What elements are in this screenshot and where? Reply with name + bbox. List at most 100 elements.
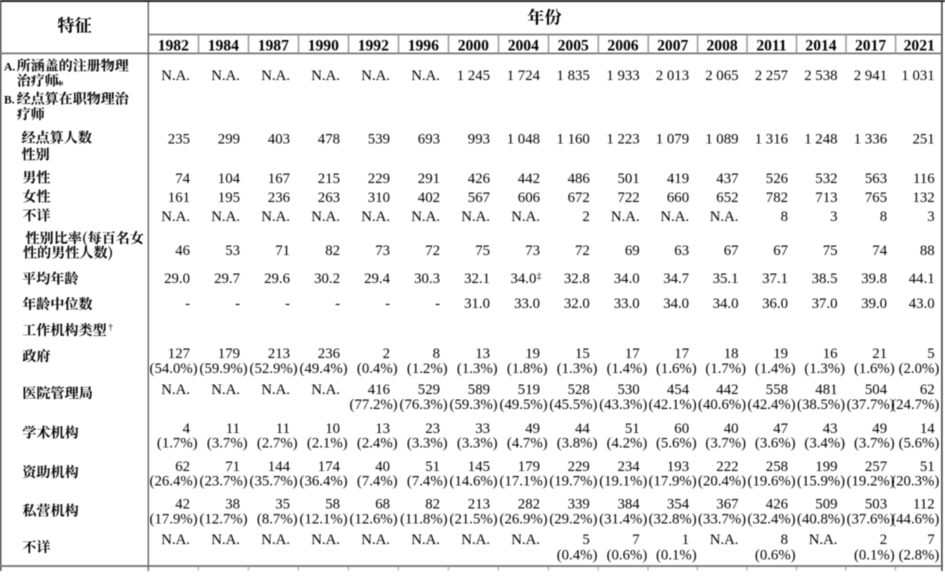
svg-text:1 031: 1 031 (901, 68, 934, 84)
svg-text:58: 58 (325, 497, 340, 513)
svg-text:8: 8 (880, 209, 887, 225)
svg-text:29.7: 29.7 (214, 271, 240, 287)
svg-text:167: 167 (268, 171, 290, 187)
svg-text:53: 53 (225, 243, 240, 259)
svg-text:1 724: 1 724 (507, 68, 541, 84)
svg-text:145: 145 (468, 459, 490, 475)
svg-text:539: 539 (368, 131, 390, 147)
svg-text:39.0: 39.0 (861, 296, 887, 312)
svg-text:558: 558 (766, 382, 788, 398)
svg-text:144: 144 (268, 459, 291, 475)
svg-text:82: 82 (325, 243, 340, 259)
svg-text:‡: ‡ (537, 272, 542, 282)
svg-text:(1.6%): (1.6%) (854, 361, 895, 377)
svg-text:174: 174 (318, 459, 341, 475)
svg-text:(3.7%): (3.7%) (705, 436, 746, 452)
svg-text:69: 69 (625, 243, 640, 259)
svg-text:426: 426 (766, 497, 788, 513)
svg-text:(12.7%): (12.7%) (200, 512, 248, 528)
svg-text:(1.3%): (1.3%) (457, 361, 498, 377)
svg-text:10: 10 (325, 421, 340, 437)
svg-text:481: 481 (815, 382, 837, 398)
svg-text:63: 63 (674, 243, 689, 259)
svg-text:402: 402 (418, 190, 440, 206)
svg-text:33: 33 (475, 421, 490, 437)
svg-text:†: † (108, 323, 113, 333)
svg-text:1996: 1996 (408, 38, 439, 55)
svg-text:67: 67 (724, 243, 739, 259)
svg-text:(19.2%): (19.2%) (847, 474, 895, 490)
svg-text:1982: 1982 (158, 38, 189, 55)
svg-text:(77.2%): (77.2%) (350, 397, 398, 413)
svg-text:(15.9%): (15.9%) (797, 474, 845, 490)
svg-text:2000: 2000 (458, 38, 489, 55)
svg-text:3: 3 (927, 209, 934, 225)
svg-text:43.0: 43.0 (909, 296, 935, 312)
svg-text:2 065: 2 065 (705, 68, 738, 84)
svg-text:72: 72 (425, 243, 440, 259)
svg-text:222: 222 (716, 459, 738, 475)
svg-text:589: 589 (468, 382, 490, 398)
svg-text:1990: 1990 (308, 38, 339, 55)
svg-text:34.0: 34.0 (663, 296, 689, 312)
svg-text:19: 19 (525, 346, 540, 362)
svg-text:503: 503 (865, 497, 887, 513)
svg-text:33.0: 33.0 (514, 296, 540, 312)
svg-text:N.A.: N.A. (710, 532, 739, 548)
svg-text:N.A.: N.A. (311, 532, 340, 548)
svg-text:2004: 2004 (508, 38, 539, 55)
svg-text:N.A.: N.A. (311, 382, 340, 398)
svg-text:384: 384 (617, 497, 640, 513)
svg-text:72: 72 (575, 243, 590, 259)
svg-text:(17.1%): (17.1%) (500, 474, 548, 490)
svg-text:(52.9%): (52.9%) (250, 361, 298, 377)
svg-text:509: 509 (815, 497, 837, 513)
svg-text:N.A.: N.A. (311, 209, 340, 225)
svg-text:-: - (235, 296, 240, 312)
svg-text:13: 13 (375, 421, 390, 437)
svg-text:N.A.: N.A. (161, 382, 190, 398)
svg-text:(37.6%): (37.6%) (847, 512, 895, 528)
svg-text:1 316: 1 316 (755, 131, 788, 147)
svg-text:(1.2%): (1.2%) (407, 361, 448, 377)
svg-text:62: 62 (175, 459, 190, 475)
svg-text:7: 7 (632, 532, 639, 548)
svg-text:(1.4%): (1.4%) (755, 361, 796, 377)
svg-text:75: 75 (475, 243, 490, 259)
svg-text:291: 291 (418, 171, 440, 187)
svg-text:(20.3%): (20.3%) (891, 474, 939, 490)
svg-text:(17.9%): (17.9%) (150, 512, 198, 528)
svg-text:49: 49 (872, 421, 887, 437)
svg-text:(1.3%): (1.3%) (804, 361, 845, 377)
svg-text:N.A.: N.A. (361, 68, 390, 84)
svg-text:(0.4%): (0.4%) (557, 548, 598, 564)
svg-text:N.A.: N.A. (211, 209, 240, 225)
svg-text:-: - (285, 296, 290, 312)
svg-text:(19.7%): (19.7%) (549, 474, 597, 490)
svg-text:N.A.: N.A. (361, 209, 390, 225)
svg-text:N.A.: N.A. (461, 532, 490, 548)
svg-text:N.A.: N.A. (511, 209, 540, 225)
svg-text:501: 501 (617, 171, 639, 187)
svg-text:23: 23 (425, 421, 440, 437)
svg-text:29.0: 29.0 (164, 271, 190, 287)
svg-text:32.1: 32.1 (464, 271, 490, 287)
svg-text:(1.7%): (1.7%) (705, 361, 746, 377)
svg-text:(44.6%): (44.6%) (891, 512, 939, 528)
svg-text:4: 4 (183, 421, 191, 437)
svg-text:38: 38 (225, 497, 240, 513)
svg-text:235: 235 (168, 131, 190, 147)
svg-text:N.A.: N.A. (211, 532, 240, 548)
svg-text:(45.5%): (45.5%) (549, 397, 597, 413)
svg-text:B.: B. (4, 94, 15, 107)
svg-text:765: 765 (865, 190, 887, 206)
svg-text:504: 504 (865, 382, 888, 398)
svg-text:251: 251 (912, 131, 934, 147)
svg-text:1 835: 1 835 (557, 68, 590, 84)
svg-text:3: 3 (830, 209, 837, 225)
svg-text:29.6: 29.6 (264, 271, 290, 287)
svg-text:(54.0%): (54.0%) (150, 361, 198, 377)
svg-text:-: - (385, 296, 390, 312)
svg-text:(40.6%): (40.6%) (698, 397, 746, 413)
svg-text:403: 403 (268, 131, 290, 147)
